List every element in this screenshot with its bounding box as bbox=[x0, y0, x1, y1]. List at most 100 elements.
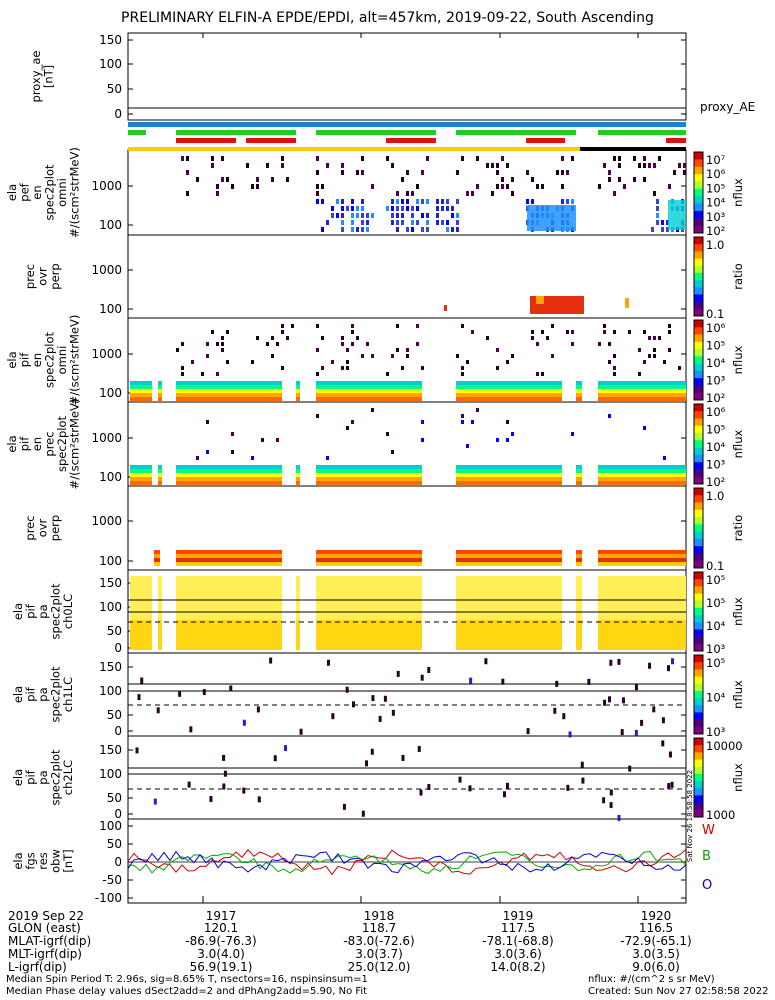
pa-mark bbox=[223, 770, 227, 777]
ratio-band-cell bbox=[598, 550, 686, 554]
axis-value-time: 1917 bbox=[206, 909, 237, 923]
ratio-patch bbox=[536, 296, 544, 304]
ratio-band-cell bbox=[176, 558, 282, 562]
spectrogram-cell bbox=[511, 191, 514, 196]
spectrogram-cell bbox=[181, 372, 184, 376]
colorbar-segment bbox=[694, 378, 703, 386]
colorbar-label: nflux bbox=[731, 680, 745, 709]
spectrogram-cell bbox=[351, 330, 354, 334]
colorbar-segment bbox=[694, 349, 703, 357]
panel-ylabel: ovr bbox=[36, 267, 50, 286]
spectrogram-cell bbox=[281, 163, 284, 168]
colorbar-segment bbox=[694, 447, 703, 456]
spectrogram-cell bbox=[511, 177, 514, 182]
ion-band-cell bbox=[130, 481, 152, 485]
colorbar-segment bbox=[694, 411, 703, 420]
ytick-label: 100 bbox=[99, 57, 122, 71]
ytick-label: -100 bbox=[95, 891, 122, 905]
spectrogram-cell bbox=[351, 199, 354, 204]
spectrogram-cell bbox=[401, 220, 404, 225]
spectrogram-cell bbox=[491, 163, 494, 168]
ratio-band-cell bbox=[576, 550, 582, 554]
spectrogram-cell bbox=[426, 227, 429, 232]
pa-mark bbox=[222, 783, 226, 790]
axis-value-l: 25.0(12.0) bbox=[348, 960, 411, 974]
spectrogram-cell bbox=[251, 184, 254, 189]
proxy-ae-label: proxy_AE bbox=[700, 100, 755, 114]
ion-band-cell bbox=[456, 481, 562, 485]
ion-band-cell bbox=[576, 465, 582, 469]
spectrogram-cell bbox=[186, 170, 189, 175]
spectrogram-cell bbox=[506, 438, 509, 442]
colorbar-pa_ch1 bbox=[693, 654, 704, 735]
spectrogram-cell bbox=[531, 199, 534, 204]
colorbar-segment bbox=[694, 181, 703, 190]
panel-frame-pa_ch1 bbox=[127, 652, 687, 737]
ion-band-cell bbox=[598, 393, 686, 397]
pa-fill bbox=[296, 576, 300, 650]
pa-mark bbox=[566, 784, 570, 791]
colorbar-segment bbox=[694, 560, 703, 569]
spectrogram-cell bbox=[341, 336, 344, 340]
panel-ylabel: pif bbox=[24, 686, 38, 701]
spectrogram-cell bbox=[361, 227, 364, 232]
pa-mark bbox=[417, 745, 421, 752]
status-bar-green bbox=[456, 130, 576, 135]
ion-band-cell bbox=[316, 477, 422, 481]
spectrogram-cell bbox=[656, 220, 659, 225]
axis-value-glon: 120.1 bbox=[204, 921, 238, 935]
colorbar-segment bbox=[694, 629, 703, 638]
spectrogram-cell bbox=[633, 156, 636, 161]
status-bar-blue bbox=[128, 122, 686, 127]
colorbar-tick-label: 10⁶ bbox=[706, 405, 726, 419]
spectrogram-cell bbox=[638, 372, 641, 376]
colorbar-tick-label: 10⁴ bbox=[706, 619, 726, 633]
spectrogram-cell bbox=[436, 220, 439, 225]
colorbar-segment bbox=[694, 676, 703, 685]
ion-band-cell bbox=[316, 473, 422, 477]
pa-fill bbox=[158, 620, 162, 650]
pa-mark bbox=[603, 699, 607, 706]
spectrogram-cell bbox=[668, 348, 671, 352]
colorbar-segment bbox=[694, 698, 703, 706]
panel-ylabel: pif bbox=[18, 436, 32, 451]
colorbar-segment bbox=[694, 509, 703, 518]
colorbar-frame bbox=[693, 654, 704, 735]
colorbar-segment bbox=[694, 356, 703, 365]
ratio-band-cell bbox=[154, 562, 160, 566]
axis-value-glon: 116.5 bbox=[639, 921, 673, 935]
spectrogram-cell bbox=[531, 177, 534, 182]
spectrogram-cell bbox=[316, 191, 319, 196]
pa-mark bbox=[458, 776, 462, 783]
ytick-label: 50 bbox=[107, 791, 122, 805]
spectrogram-cell bbox=[276, 438, 279, 442]
ion-band-cell bbox=[158, 473, 162, 477]
spectrogram-cell bbox=[603, 330, 606, 334]
spectrogram-cell bbox=[496, 348, 499, 352]
ion-band-cell bbox=[176, 473, 282, 477]
spectrogram-cell bbox=[341, 227, 344, 232]
colorbar-segment bbox=[694, 152, 703, 160]
ratio-band-cell bbox=[576, 558, 582, 562]
panel-ylabel: spec2plot bbox=[55, 415, 69, 472]
panel-ylabel: [nT] bbox=[42, 65, 56, 88]
ion-band-cell bbox=[158, 381, 162, 385]
pa-mark bbox=[257, 796, 261, 803]
pa-mark bbox=[617, 658, 621, 665]
spectrogram-cell bbox=[361, 156, 364, 161]
spectrogram-cell bbox=[471, 420, 474, 424]
ytick-label: 100 bbox=[99, 819, 122, 833]
colorbar-segment bbox=[694, 294, 703, 303]
panel-ylabel: ela bbox=[5, 435, 19, 452]
pa-fill bbox=[456, 620, 562, 650]
pa-mark bbox=[621, 697, 625, 704]
colorbar-segment bbox=[694, 454, 703, 463]
colorbar-segment bbox=[694, 517, 703, 525]
axis-row-label: GLON (east) bbox=[8, 921, 81, 935]
spectrogram-cell bbox=[356, 336, 359, 340]
ratio-band-cell bbox=[154, 550, 160, 554]
spectrogram-cell bbox=[618, 177, 621, 182]
ratio-band-cell bbox=[456, 562, 562, 566]
ratio-patch bbox=[625, 298, 629, 308]
spectrogram-cell bbox=[648, 163, 651, 168]
